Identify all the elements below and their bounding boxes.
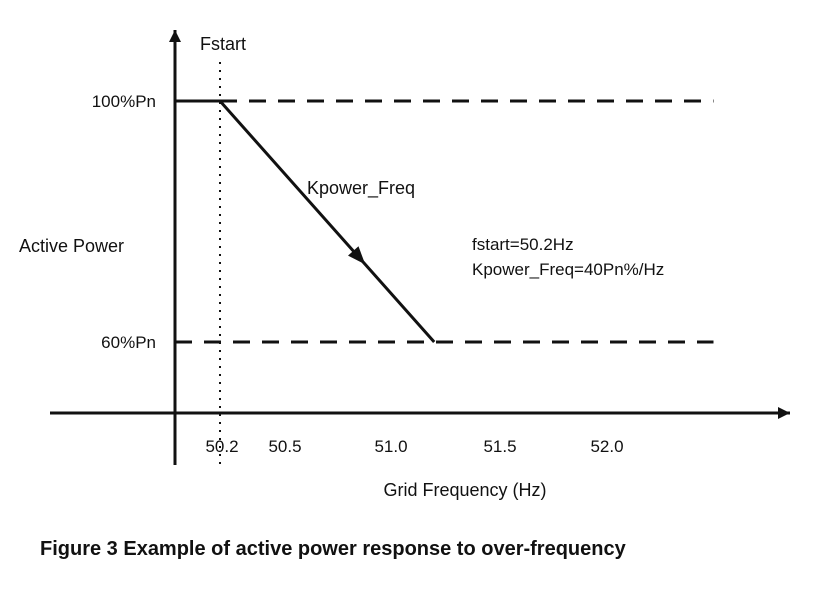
fstart-label: Fstart: [200, 34, 246, 54]
figure-caption: Figure 3 Example of active power respons…: [40, 538, 626, 560]
x-tick-label: 50.2: [205, 437, 238, 456]
series-line-kpower-freq: [175, 99, 436, 343]
x-tick-label: 51.5: [483, 437, 516, 456]
annotation-line: Kpower_Freq=40Pn%/Hz: [472, 260, 664, 279]
series-label: Kpower_Freq: [307, 178, 415, 199]
x-tick-label: 52.0: [590, 437, 623, 456]
y-tick-label: 60%Pn: [101, 333, 156, 352]
x-tick-label: 51.0: [374, 437, 407, 456]
y-tick-label: 100%Pn: [92, 92, 156, 111]
x-axis-label: Grid Frequency (Hz): [383, 480, 546, 500]
series-direction-arrow: [348, 246, 366, 265]
x-tick-label: 50.5: [268, 437, 301, 456]
annotation-line: fstart=50.2Hz: [472, 235, 574, 254]
y-axis-label: Active Power: [19, 236, 124, 256]
